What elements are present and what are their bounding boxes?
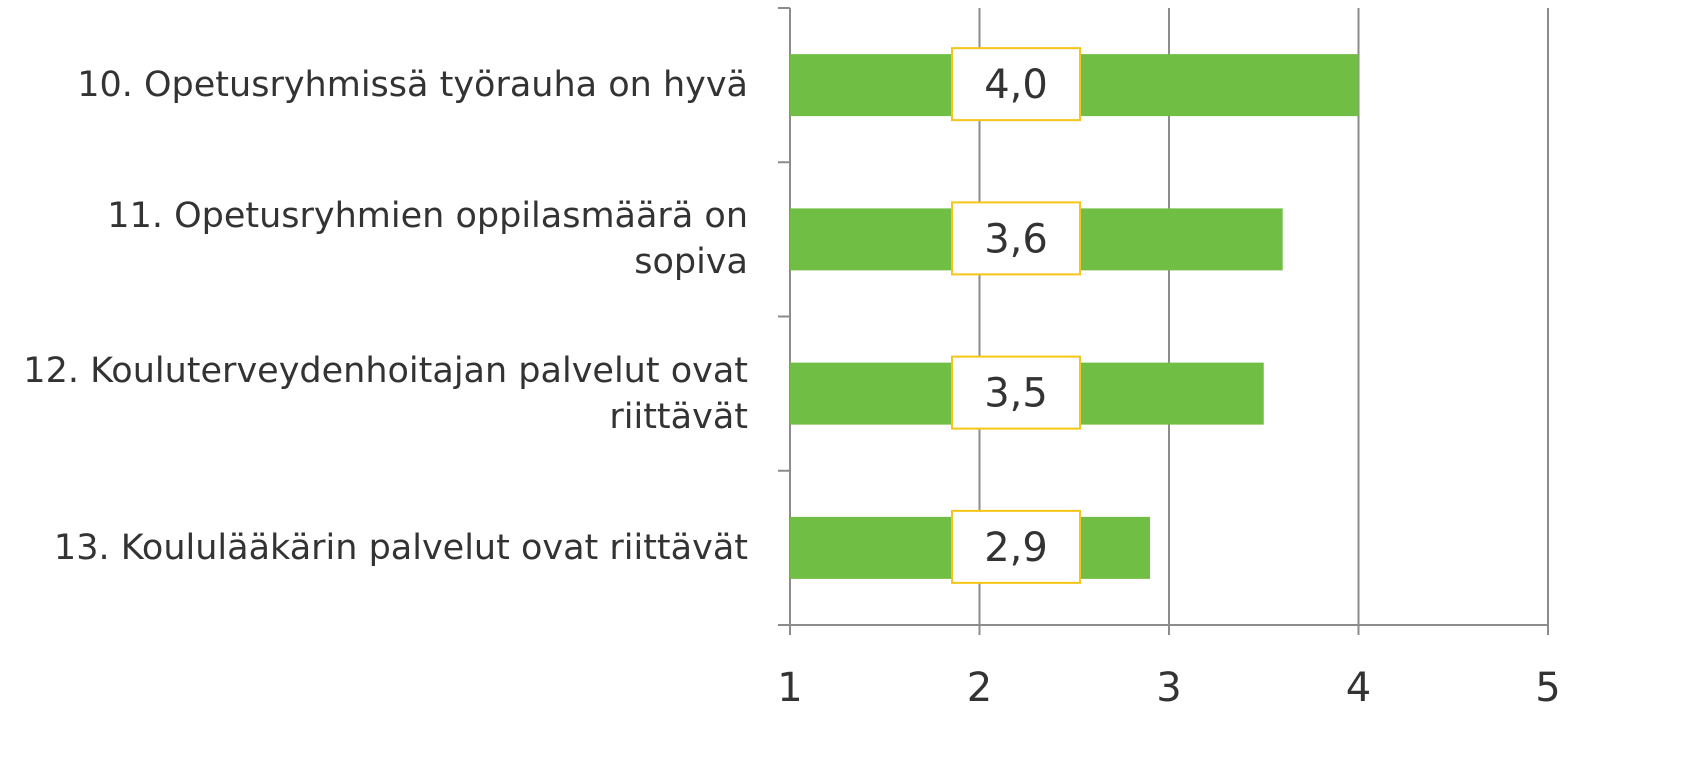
x-tick-label: 2: [967, 665, 992, 711]
category-label: 13. Koululääkärin palvelut ovat riittävä…: [53, 527, 748, 568]
data-label: 2,9: [984, 525, 1048, 571]
x-tick-label: 1: [777, 665, 802, 711]
data-label-box: [951, 47, 1081, 122]
data-label: 3,6: [984, 216, 1048, 262]
data-label: 4,0: [984, 62, 1048, 108]
data-label-box: [951, 201, 1081, 276]
data-label-box: [951, 509, 1081, 584]
x-tick-label: 4: [1346, 665, 1371, 711]
x-tick-label: 5: [1535, 665, 1560, 711]
category-label: 11. Opetusryhmien oppilasmäärä on sopiva: [107, 196, 748, 283]
category-label: 12. Kouluterveydenhoitajan palvelut ovat…: [23, 350, 748, 437]
data-label-box: [951, 355, 1081, 430]
data-label: 3,5: [984, 371, 1048, 417]
x-tick-label: 3: [1156, 665, 1181, 711]
category-label: 10. Opetusryhmissä työrauha on hyvä: [77, 65, 748, 106]
